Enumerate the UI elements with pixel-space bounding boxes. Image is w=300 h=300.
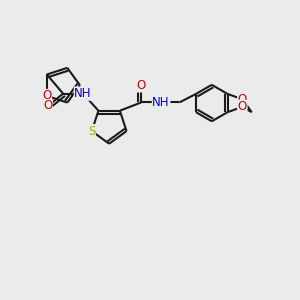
Text: NH: NH (152, 96, 170, 109)
Text: O: O (43, 100, 52, 112)
Text: S: S (88, 124, 95, 138)
Text: O: O (42, 89, 52, 103)
Text: O: O (238, 100, 247, 113)
Text: O: O (238, 93, 247, 106)
Text: O: O (136, 79, 146, 92)
Text: NH: NH (74, 87, 92, 100)
